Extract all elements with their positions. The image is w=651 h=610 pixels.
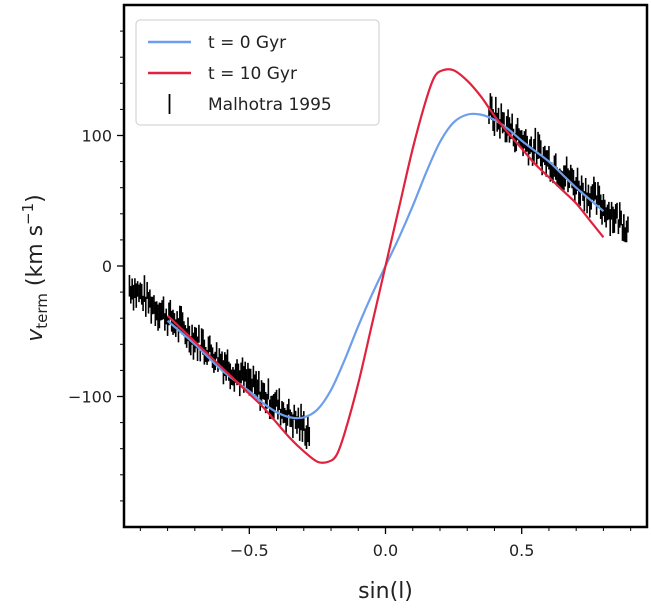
y-axis-label-unit-close: ) (23, 194, 48, 203)
legend-label-malhotra: Malhotra 1995 (208, 95, 332, 115)
y-axis-label-subscript: term (33, 293, 51, 329)
model-curves (166, 68, 605, 464)
x-axis-label: sin(l) (358, 579, 413, 604)
legend-label-t10: t = 10 Gyr (208, 64, 297, 84)
y-tick-label: 0 (102, 257, 112, 276)
plot-frame (122, 3, 649, 529)
x-tick-label: 0.5 (509, 541, 534, 560)
y-axis-label-base: v (23, 328, 48, 342)
malhotra-1995-errorbars (128, 93, 629, 450)
x-tick-label: −0.5 (230, 541, 269, 560)
y-tick-label: −100 (68, 388, 112, 407)
tick-labels: −0.5 0.0 0.5 −100 0 100 (68, 127, 534, 561)
x-tick-label: 0.0 (373, 541, 398, 560)
legend-box (135, 19, 380, 126)
series-line (166, 68, 605, 464)
y-axis-label-unit-sup: −1 (19, 203, 37, 225)
series-line (166, 112, 605, 420)
legend: t = 0 Gyr t = 10 Gyr Malhotra 1995 (135, 19, 380, 126)
legend-label-t0: t = 0 Gyr (208, 33, 286, 53)
y-axis-label-unit-open: (km s (23, 225, 48, 293)
y-axis-label: vterm (km s−1) (19, 194, 51, 342)
y-tick-label: 100 (81, 127, 112, 146)
